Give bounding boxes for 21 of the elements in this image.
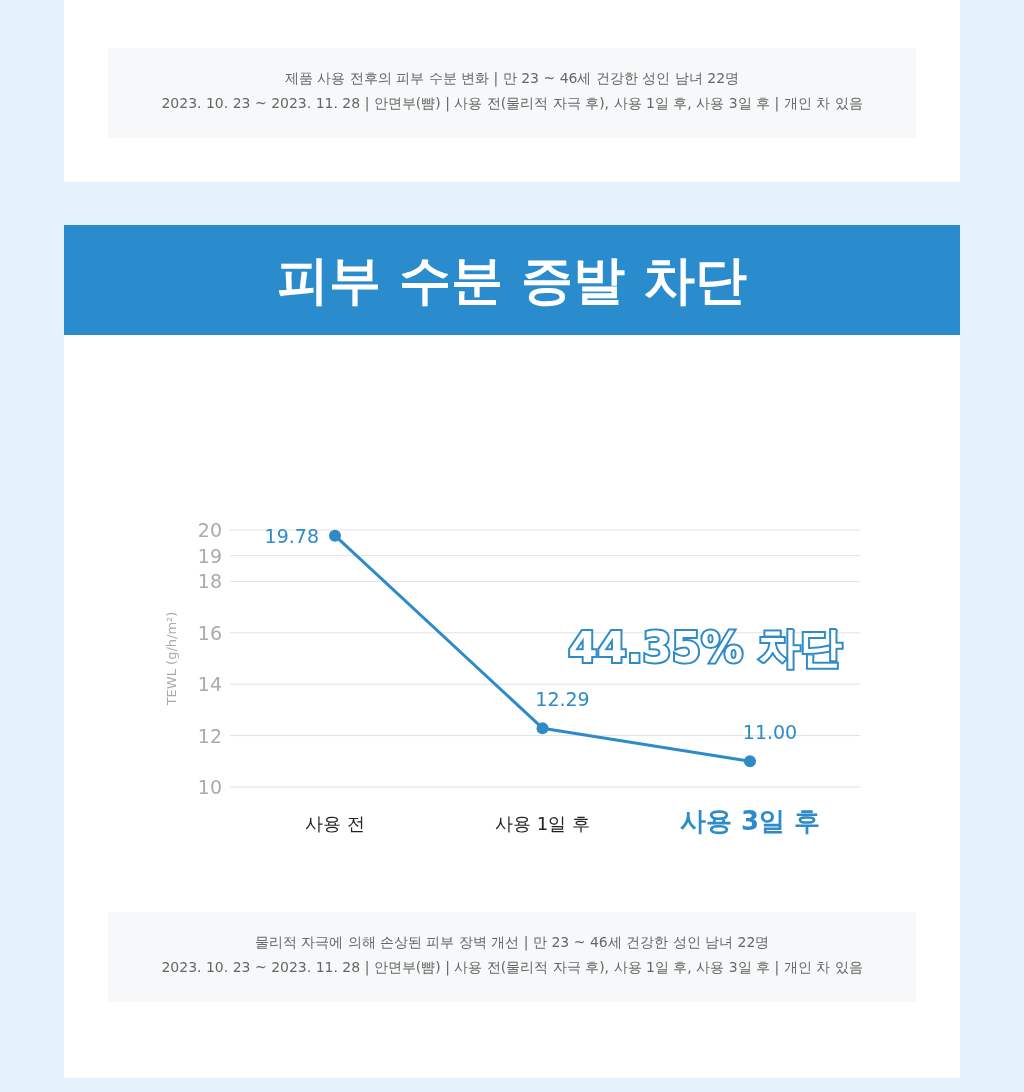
point xyxy=(744,755,756,768)
y-tick-label: 19 xyxy=(197,544,222,567)
data-label: 19.78 xyxy=(264,524,319,547)
y-tick-label: 20 xyxy=(197,519,222,541)
x-tick-label: 사용 전 xyxy=(305,813,365,834)
x-tick-label: 사용 1일 후 xyxy=(495,813,590,834)
y-tick-label: 10 xyxy=(197,776,222,798)
data-label: 12.29 xyxy=(535,688,590,711)
chart-title: 피부 수분 증발 차단 xyxy=(276,250,748,310)
point xyxy=(329,529,341,542)
x-tick-label: 사용 3일 후 xyxy=(679,806,821,836)
y-tick-label: 14 xyxy=(197,673,222,696)
y-tick-label: 12 xyxy=(197,724,222,747)
text: 제품 사용 전후의 피부 수분 변화 | 만 23 ~ 46세 건강한 성인 남녀 22명 2023. 10. 23 ~ 2023. 11. 28 | 안면부(뺨) | 사용 전(물리적 자극 후), 사용 1일 후, 사용 3일 후 | 개인 차 있음 xyxy=(161,70,863,112)
y-tick-label: 18 xyxy=(197,570,222,593)
annotation: 44.35% 차단 xyxy=(568,623,842,672)
y-axis-title: TEWL (g/h/m²) xyxy=(164,611,179,707)
point xyxy=(536,722,549,735)
y-tick-label: 16 xyxy=(197,621,222,644)
text: 물리적 자극에 의해 손상된 피부 장벽 개선 | 만 23 ~ 46세 건강한 성인 남녀 22명 2023. 10. 23 ~ 2023. 11. 28 | 안면부(뺨) | 사용 전(물리적 자극 후), 사용 1일 후, 사용 3일 후 | 개인 차 있음 xyxy=(161,934,863,976)
data-label: 11.00 xyxy=(742,721,798,744)
